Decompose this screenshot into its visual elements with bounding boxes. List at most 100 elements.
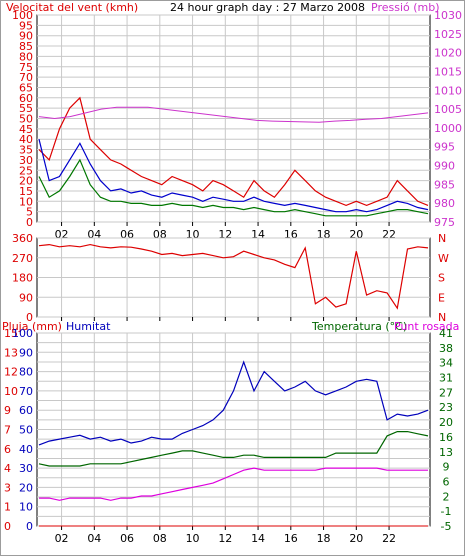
rain-y-tick-label: 13 [4,346,18,359]
wind-y-tick-label: 100 [12,9,33,22]
x-tick-label: 04 [87,532,101,545]
humidity-y-tick-label: 80 [19,366,33,379]
pressure-y-tick-label: 1030 [434,9,462,22]
x-tick-label: 16 [284,532,298,545]
wind-y-tick-label: 95 [19,19,33,32]
pressure-y-tick-label: 990 [434,160,455,173]
humidity-y-tick-label: 100 [12,327,33,340]
rain-y-tick-label: 3 [4,481,11,494]
x-tick-label: 20 [349,532,363,545]
rain-y-tick-label: 1 [4,501,11,514]
temperature-y-tick-label: 34 [439,357,453,370]
pressure-series-line [38,106,429,123]
temperature-label: Temperatura (°C) [311,320,407,333]
temperature-y-tick-label: -5 [441,520,452,533]
wind-y-tick-label: 20 [19,175,33,188]
pressure-y-tick-label: 1000 [434,122,462,135]
x-tick-label: 18 [317,532,331,545]
wind-y-tick-label: 70 [19,71,33,84]
pressure-y-tick-label: 1005 [434,103,462,116]
pressure-y-tick-label: 980 [434,197,455,210]
wind-y-tick-label: 90 [19,30,33,43]
x-tick-label: 06 [120,532,134,545]
temperature-y-tick-label: 38 [439,342,453,355]
wind-y-tick-label: 5 [26,206,33,219]
temperature-y-tick-label: 16 [439,431,453,444]
humidity-label: Humitat [66,320,111,333]
wind-y-tick-label: 50 [19,113,33,126]
humidity-y-tick-label: 20 [19,481,33,494]
wind-speed-label: Velocitat del vent (kmh) [6,1,138,14]
wind-y-tick-label: 80 [19,50,33,63]
wind-direction-series-line [38,243,429,310]
temperature-y-tick-label: 9 [443,461,450,474]
wind-y-tick-label: 30 [19,154,33,167]
direction-y-tick-label: 0 [26,311,33,324]
pressure-y-tick-label: 1010 [434,84,462,97]
pressure-y-tick-label: 995 [434,141,455,154]
wind-y-tick-label: 60 [19,92,33,105]
wind-y-tick-label: 35 [19,144,33,157]
temperature-y-tick-label: 41 [439,327,453,340]
wind-y-tick-label: 10 [19,195,33,208]
x-tick-label: 10 [186,532,200,545]
compass-label: S [438,272,445,285]
dewpoint-series-line [39,467,428,501]
temperature-y-tick-label: 20 [439,416,453,429]
pressure-y-tick-label: 985 [434,178,455,191]
pressure-y-tick-label: 975 [434,216,455,229]
humidity-y-tick-label: 60 [19,404,33,417]
x-tick-label: 22 [382,532,396,545]
wind-pressure-panel: 0510152025303540455055606570758085909510… [12,9,462,241]
rain-y-tick-label: 10 [4,385,18,398]
rain-y-tick-label: 7 [4,424,11,437]
wind-y-tick-label: 45 [19,123,33,136]
temperature-y-tick-label: 2 [443,490,450,503]
x-tick-label: 12 [218,532,232,545]
wind-avg-blue-series-line [38,139,429,213]
rain-label: Pluja (mm) [2,320,62,333]
rain-y-tick-label: 15 [4,327,18,340]
humidity-series-line [38,360,429,446]
humidity-y-tick-label: 10 [19,501,33,514]
compass-label: N [438,232,446,245]
temperature-series-line [38,431,429,467]
rain-y-tick-label: 4 [4,462,11,475]
rain-y-tick-label: 12 [4,366,18,379]
dewpoint-label: Punt rosada [394,320,459,333]
pressure-y-tick-label: 1015 [434,65,462,78]
compass-label: W [438,252,449,265]
humidity-y-tick-label: 70 [19,385,33,398]
humidity-y-tick-label: 40 [19,443,33,456]
rain-y-tick-label: 0 [4,520,11,533]
humidity-y-tick-label: 30 [19,462,33,475]
x-tick-label: 02 [55,532,69,545]
pressure-y-tick-label: 1025 [434,28,462,41]
direction-y-tick-label: 180 [12,272,33,285]
x-tick-label: 14 [251,532,265,545]
wind-y-tick-label: 65 [19,81,33,94]
compass-label: N [438,311,446,324]
humidity-y-tick-label: 50 [19,424,33,437]
wind-y-tick-label: 55 [19,102,33,115]
temperature-y-tick-label: -1 [441,505,452,518]
humidity-y-tick-label: 0 [26,520,33,533]
x-tick-label: 08 [153,532,167,545]
pressure-y-tick-label: 1020 [434,47,462,60]
rain-y-tick-label: 9 [4,404,11,417]
wind-y-tick-label: 0 [26,216,33,229]
pressure-label: Pressió (mb) [371,1,440,14]
temperature-y-tick-label: 31 [439,372,453,385]
direction-y-tick-label: 360 [12,232,33,245]
temperature-y-tick-label: 13 [439,446,453,459]
direction-y-tick-label: 270 [12,252,33,265]
temperature-y-tick-label: 27 [439,386,453,399]
humidity-y-tick-label: 90 [19,346,33,359]
rain-y-tick-label: 6 [4,443,11,456]
wind-y-tick-label: 85 [19,40,33,53]
wind-y-tick-label: 15 [19,185,33,198]
